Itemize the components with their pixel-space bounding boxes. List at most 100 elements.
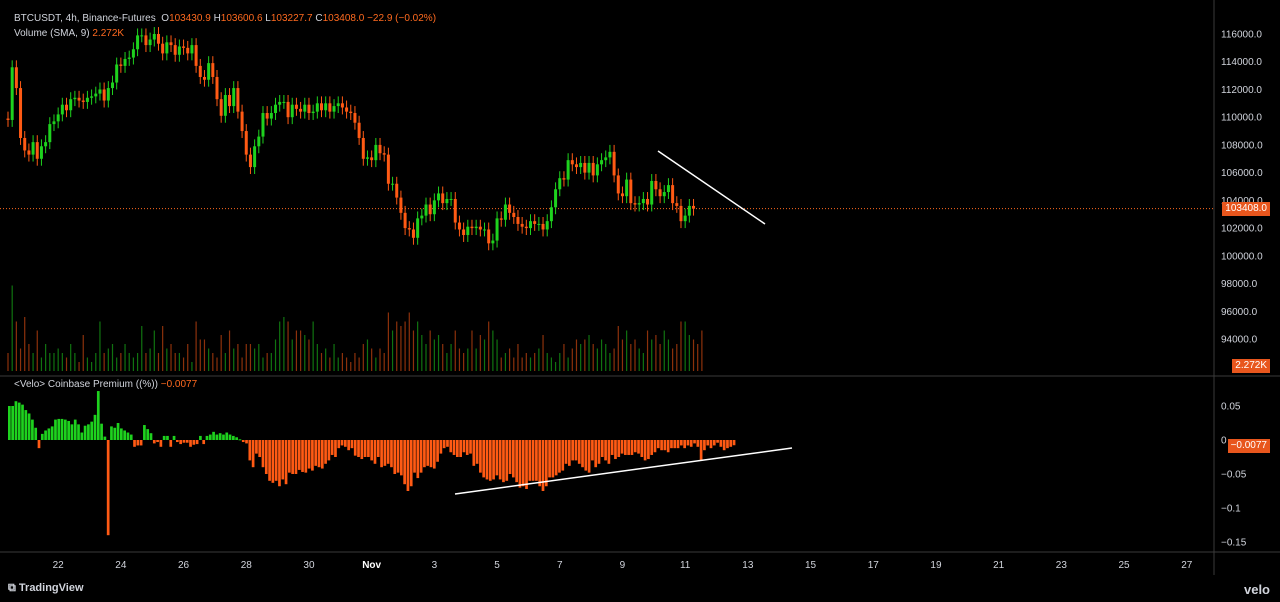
premium-bar	[360, 440, 364, 460]
volume-bar	[659, 344, 661, 371]
candle-body	[349, 111, 353, 114]
volume-bar	[103, 353, 105, 371]
volume-bar	[450, 344, 452, 371]
premium-bar	[258, 440, 262, 457]
premium-label[interactable]: <Velo> Coinbase Premium ((%))	[14, 379, 158, 390]
candle-body	[31, 142, 35, 155]
time-tick-label: 25	[1118, 560, 1130, 571]
volume-bar	[475, 348, 477, 371]
volume-bar	[86, 357, 89, 371]
volume-bar	[684, 321, 686, 371]
candle-body	[591, 162, 595, 176]
premium-bar	[110, 426, 113, 440]
premium-bar	[166, 435, 169, 440]
time-tick-label: 3	[432, 560, 438, 571]
volume-bar	[65, 357, 68, 371]
volume-bar	[174, 353, 176, 371]
candle-body	[604, 157, 608, 161]
premium-bar	[222, 434, 225, 440]
volume-bar	[688, 335, 690, 371]
volume-bar	[437, 335, 440, 371]
candle-body	[244, 131, 248, 155]
premium-bar	[383, 440, 387, 466]
premium-bar	[297, 440, 301, 470]
volume-bar	[387, 312, 389, 371]
candle-body	[595, 164, 599, 176]
candle-body	[236, 88, 240, 112]
premium-bar	[663, 440, 667, 451]
volume-bar	[525, 353, 527, 371]
premium-bar	[185, 440, 189, 443]
volume-bar	[642, 353, 644, 371]
volume-bar	[692, 339, 695, 371]
premium-bar	[637, 440, 640, 454]
volume-bar	[279, 321, 281, 371]
volume-bar	[316, 344, 318, 371]
premium-bar	[689, 440, 693, 447]
premium-bar	[400, 440, 403, 476]
candle-body	[600, 160, 604, 165]
candle-body	[190, 45, 194, 54]
volume-bar	[337, 357, 339, 371]
premium-bar	[600, 440, 604, 457]
volume-bar	[467, 348, 469, 371]
premium-bar	[594, 440, 598, 468]
premium-bar	[531, 440, 535, 481]
premium-bar	[624, 440, 627, 455]
premium-bar	[459, 440, 462, 457]
price-tick-label: 96000.0	[1221, 307, 1258, 318]
premium-bar	[498, 440, 502, 480]
volume-bar	[463, 353, 465, 371]
volume-bar	[266, 353, 268, 371]
time-tick-label: 15	[805, 560, 817, 571]
premium-bar	[706, 440, 710, 446]
tradingview-logo[interactable]: ⧉ TradingView	[8, 582, 84, 595]
premium-bar	[709, 440, 713, 449]
volume-bar	[605, 344, 607, 371]
volume-bar	[116, 357, 118, 371]
premium-bar	[189, 440, 192, 447]
premium-bar	[126, 432, 130, 440]
symbol-label[interactable]: BTCUSDT, 4h, Binance-Futures	[14, 13, 156, 24]
premium-bar	[31, 419, 34, 440]
time-tick-label: 9	[620, 560, 626, 571]
premium-bar	[488, 440, 492, 481]
candle-body	[391, 183, 395, 185]
premium-bar	[419, 440, 423, 473]
premium-bar	[512, 440, 515, 478]
premium-bar	[159, 440, 163, 447]
premium-bar	[347, 440, 350, 451]
volume-label[interactable]: Volume (SMA, 9)	[14, 28, 90, 39]
volume-bar	[366, 339, 369, 371]
candle-body	[520, 223, 524, 227]
candle-body	[332, 106, 336, 112]
candle-body	[646, 198, 650, 205]
volume-bar	[308, 339, 310, 371]
premium-bar	[696, 440, 700, 447]
candle-body	[219, 99, 223, 116]
premium-bar	[525, 440, 528, 489]
premium-bar	[647, 440, 650, 460]
premium-bar	[416, 440, 420, 479]
candle-body	[474, 226, 478, 229]
price-tick-label: 110000.0	[1221, 113, 1262, 124]
premium-bar	[396, 440, 400, 473]
candle-body	[81, 100, 85, 102]
volume-bar	[391, 330, 394, 371]
volume-bar	[182, 357, 185, 371]
time-tick-label: 5	[494, 560, 500, 571]
candle-body	[420, 215, 424, 219]
volume-bar	[425, 344, 427, 371]
premium-bar	[699, 440, 703, 461]
premium-bar	[83, 425, 87, 440]
premium-bar	[182, 440, 186, 443]
premium-bar	[426, 440, 430, 466]
premium-bar	[149, 433, 153, 440]
candle-body	[106, 88, 110, 101]
velo-logo: velo	[1243, 582, 1270, 597]
open-value: 103430.9	[169, 13, 211, 24]
premium-bar	[232, 435, 235, 440]
candle-body	[650, 180, 654, 205]
premium-bar	[314, 440, 318, 466]
